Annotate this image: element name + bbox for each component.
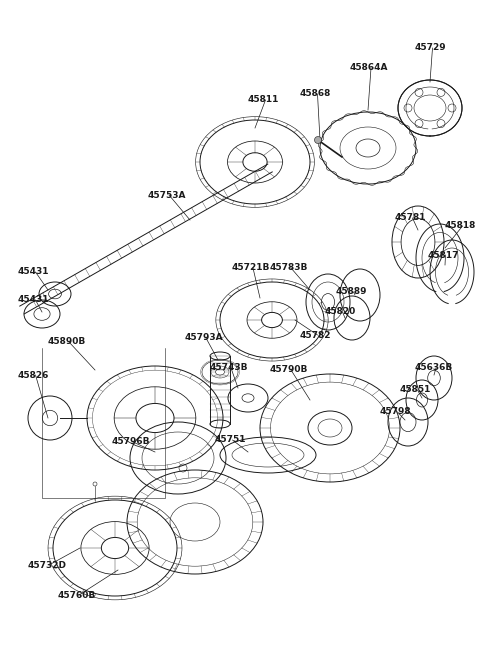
Text: 45760B: 45760B (58, 590, 96, 600)
Text: 45818: 45818 (445, 222, 476, 230)
Text: 45890B: 45890B (48, 337, 86, 346)
Text: 45790B: 45790B (270, 365, 308, 375)
Text: 45751: 45751 (215, 436, 247, 445)
Text: 45796B: 45796B (112, 438, 151, 447)
Text: 45851: 45851 (400, 386, 432, 394)
Text: 45811: 45811 (248, 96, 279, 104)
Text: 45729: 45729 (415, 43, 446, 52)
Text: 45743B: 45743B (210, 363, 249, 373)
Circle shape (314, 136, 322, 144)
Text: 45798: 45798 (380, 407, 412, 417)
Text: 45781: 45781 (395, 213, 427, 222)
Text: 45732D: 45732D (28, 560, 67, 569)
Text: 45868: 45868 (300, 89, 331, 98)
Text: 45431: 45431 (18, 295, 49, 304)
Text: 45753A: 45753A (148, 190, 187, 199)
Text: 45783B: 45783B (270, 264, 308, 272)
Text: 45721B: 45721B (232, 264, 270, 272)
Text: 45864A: 45864A (350, 64, 388, 73)
Text: 45636B: 45636B (415, 363, 453, 373)
Text: 45826: 45826 (18, 371, 49, 380)
Text: 45431: 45431 (18, 268, 49, 276)
Text: 45889: 45889 (336, 287, 368, 297)
Text: 45793A: 45793A (185, 333, 224, 342)
Text: 45782: 45782 (300, 331, 332, 340)
Text: 45817: 45817 (428, 251, 459, 260)
Text: 45820: 45820 (325, 308, 356, 316)
